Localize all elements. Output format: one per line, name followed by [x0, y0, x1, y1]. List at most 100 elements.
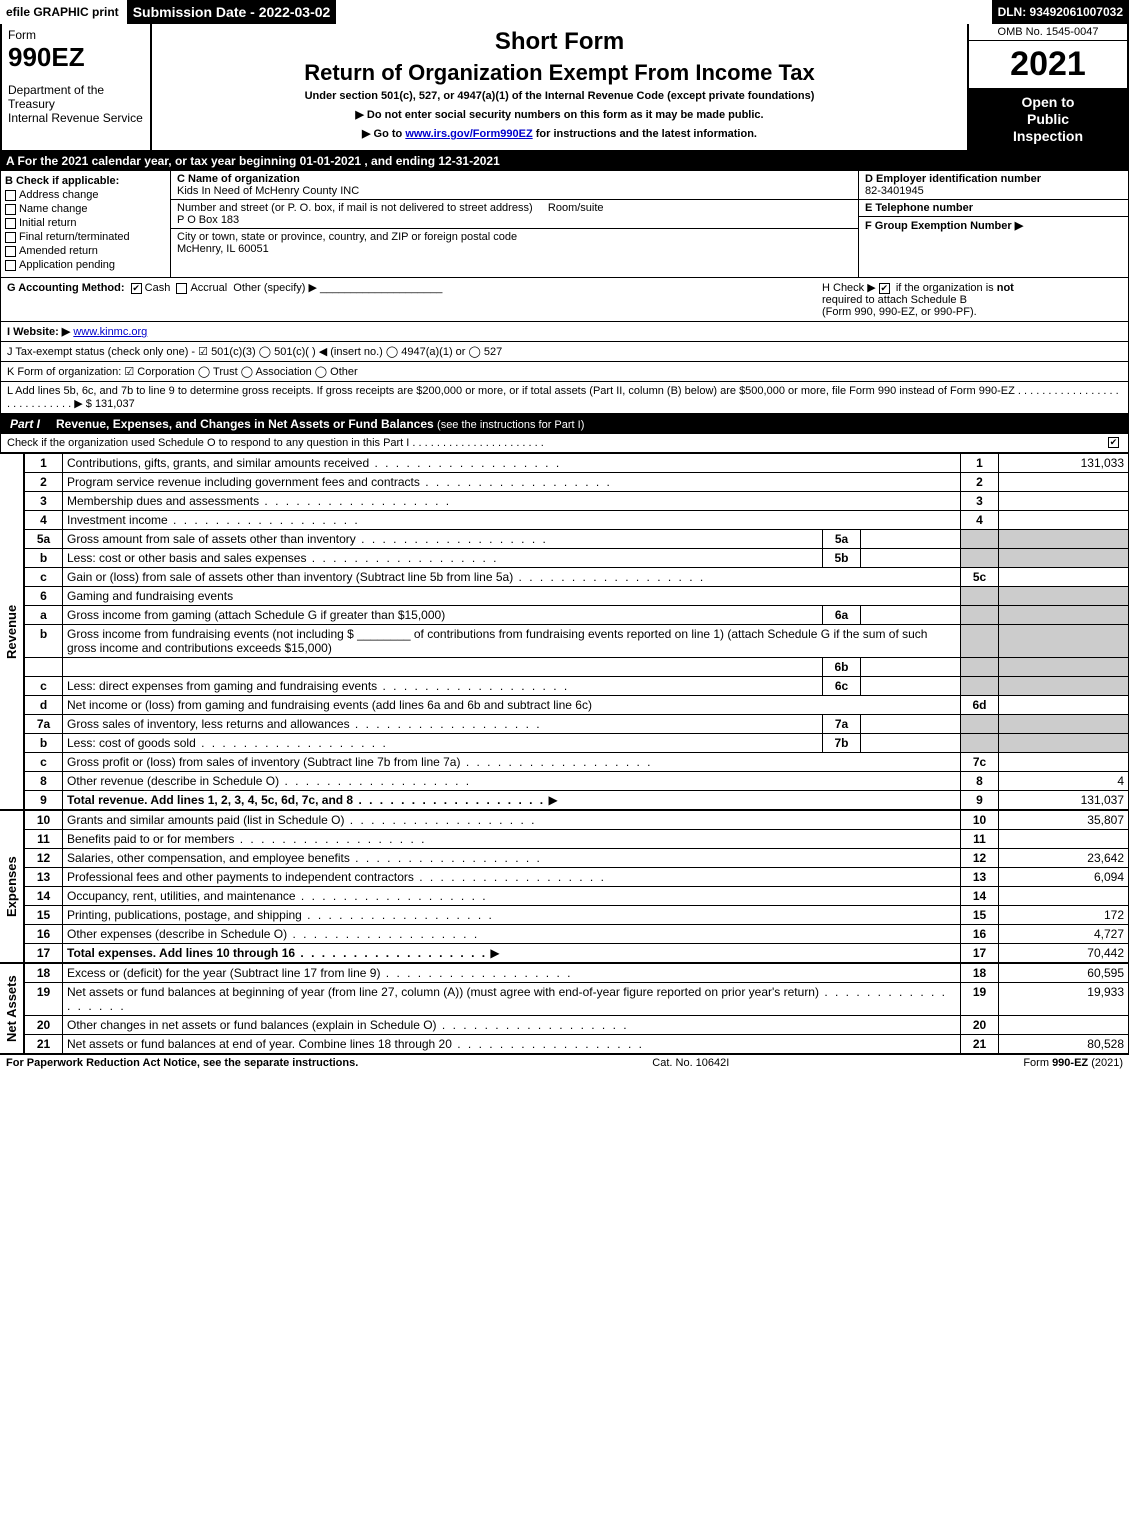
- chk-application-pending[interactable]: Application pending: [5, 259, 166, 271]
- rev-row-6: 6Gaming and fundraising events: [25, 587, 1129, 606]
- rev-row-6b: bGross income from fundraising events (n…: [25, 625, 1129, 658]
- exp-row-10: 10Grants and similar amounts paid (list …: [25, 811, 1129, 830]
- row-j: J Tax-exempt status (check only one) - ☑…: [0, 342, 1129, 362]
- g-label: G Accounting Method:: [7, 282, 125, 294]
- group-exemption-block: F Group Exemption Number ▶: [859, 217, 1128, 234]
- footer-center: Cat. No. 10642I: [652, 1057, 729, 1069]
- chk-cash[interactable]: [131, 283, 142, 294]
- revenue-table: 1Contributions, gifts, grants, and simil…: [24, 453, 1129, 810]
- header-left: Form 990EZ Department of the Treasury In…: [2, 24, 152, 150]
- org-name-block: C Name of organization Kids In Need of M…: [171, 171, 858, 200]
- c-label: C Name of organization: [177, 173, 300, 185]
- section-b-title: B Check if applicable:: [5, 175, 166, 187]
- rev-row-7c: cGross profit or (loss) from sales of in…: [25, 753, 1129, 772]
- phone-block: E Telephone number: [859, 200, 1128, 217]
- footer: For Paperwork Reduction Act Notice, see …: [0, 1054, 1129, 1071]
- exp-row-11: 11Benefits paid to or for members11: [25, 830, 1129, 849]
- footer-left: For Paperwork Reduction Act Notice, see …: [6, 1057, 358, 1069]
- dln-label: DLN: 93492061007032: [992, 0, 1129, 24]
- submission-date: Submission Date - 2022-03-02: [127, 0, 339, 24]
- row-l: L Add lines 5b, 6c, and 7b to line 9 to …: [0, 382, 1129, 414]
- section-a: A For the 2021 calendar year, or tax yea…: [0, 152, 1129, 170]
- form-header: Form 990EZ Department of the Treasury In…: [0, 24, 1129, 152]
- city-value: McHenry, IL 60051: [177, 243, 269, 255]
- l-amount: 131,037: [95, 398, 135, 410]
- exp-row-13: 13Professional fees and other payments t…: [25, 868, 1129, 887]
- city-block: City or town, state or province, country…: [171, 229, 858, 257]
- rev-row-3: 3Membership dues and assessments3: [25, 492, 1129, 511]
- chk-name-change[interactable]: Name change: [5, 203, 166, 215]
- chk-accrual[interactable]: [176, 283, 187, 294]
- exp-row-14: 14Occupancy, rent, utilities, and mainte…: [25, 887, 1129, 906]
- section-h: H Check ▶ if the organization is not req…: [822, 281, 1122, 318]
- part-i-checkline: Check if the organization used Schedule …: [0, 434, 1129, 453]
- chk-address-change[interactable]: Address change: [5, 189, 166, 201]
- tax-year: 2021: [969, 41, 1127, 88]
- form-word: Form: [8, 28, 144, 42]
- main-title: Return of Organization Exempt From Incom…: [160, 60, 959, 86]
- irs-link[interactable]: www.irs.gov/Form990EZ: [405, 128, 532, 140]
- chk-schedule-b[interactable]: [879, 283, 890, 294]
- rev-row-7a: 7aGross sales of inventory, less returns…: [25, 715, 1129, 734]
- net-row-21: 21Net assets or fund balances at end of …: [25, 1035, 1129, 1054]
- revenue-section: Revenue 1Contributions, gifts, grants, a…: [0, 453, 1129, 810]
- exp-row-16: 16Other expenses (describe in Schedule O…: [25, 925, 1129, 944]
- addr-value: P O Box 183: [177, 214, 239, 226]
- chk-initial-return[interactable]: Initial return: [5, 217, 166, 229]
- dept-line-1: Department of the Treasury: [8, 83, 144, 111]
- addr-label: Number and street (or P. O. box, if mail…: [177, 202, 533, 214]
- rev-row-5c: cGain or (loss) from sale of assets othe…: [25, 568, 1129, 587]
- net-row-19: 19Net assets or fund balances at beginni…: [25, 983, 1129, 1016]
- rev-row-7b: bLess: cost of goods sold7b: [25, 734, 1129, 753]
- row-g-h: G Accounting Method: Cash Accrual Other …: [0, 278, 1129, 322]
- note-ssn: ▶ Do not enter social security numbers o…: [160, 108, 959, 121]
- section-de: D Employer identification number 82-3401…: [858, 171, 1128, 277]
- note2-post: for instructions and the latest informat…: [533, 128, 757, 140]
- rev-row-9: 9Total revenue. Add lines 1, 2, 3, 4, 5c…: [25, 791, 1129, 810]
- short-form-title: Short Form: [160, 28, 959, 56]
- row-k: K Form of organization: ☑ Corporation ◯ …: [0, 362, 1129, 382]
- rev-row-5a: 5aGross amount from sale of assets other…: [25, 530, 1129, 549]
- footer-right: Form 990-EZ (2021): [1023, 1057, 1123, 1069]
- l-text: L Add lines 5b, 6c, and 7b to line 9 to …: [7, 385, 1119, 410]
- omb-number: OMB No. 1545-0047: [969, 24, 1127, 41]
- side-net-assets: Net Assets: [0, 963, 24, 1054]
- efile-label: efile GRAPHIC print: [0, 0, 127, 24]
- exp-row-17: 17Total expenses. Add lines 10 through 1…: [25, 944, 1129, 963]
- row-i: I Website: ▶ www.kinmc.org: [0, 322, 1129, 342]
- section-b: B Check if applicable: Address change Na…: [1, 171, 171, 277]
- dept-line-2: Internal Revenue Service: [8, 111, 144, 125]
- org-name: Kids In Need of McHenry County INC: [177, 185, 359, 197]
- chk-final-return[interactable]: Final return/terminated: [5, 231, 166, 243]
- f-label: F Group Exemption Number ▶: [865, 219, 1122, 232]
- rev-row-5b: bLess: cost or other basis and sales exp…: [25, 549, 1129, 568]
- section-g: G Accounting Method: Cash Accrual Other …: [7, 281, 442, 294]
- info-grid: B Check if applicable: Address change Na…: [0, 170, 1129, 278]
- rev-row-8: 8Other revenue (describe in Schedule O)8…: [25, 772, 1129, 791]
- note2-pre: ▶ Go to: [362, 128, 405, 140]
- chk-amended-return[interactable]: Amended return: [5, 245, 166, 257]
- subtitle: Under section 501(c), 527, or 4947(a)(1)…: [160, 90, 959, 102]
- website-link[interactable]: www.kinmc.org: [73, 326, 147, 338]
- part-i-tab: Part I: [0, 414, 50, 434]
- rev-row-6c: cLess: direct expenses from gaming and f…: [25, 677, 1129, 696]
- part-i-header: Part I Revenue, Expenses, and Changes in…: [0, 414, 1129, 434]
- topbar-spacer: [338, 0, 991, 24]
- net-row-18: 18Excess or (deficit) for the year (Subt…: [25, 964, 1129, 983]
- rev-row-6a: aGross income from gaming (attach Schedu…: [25, 606, 1129, 625]
- chk-schedule-o[interactable]: [1108, 437, 1119, 448]
- e-label: E Telephone number: [865, 202, 1122, 214]
- exp-row-15: 15Printing, publications, postage, and s…: [25, 906, 1129, 925]
- rev-row-1: 1Contributions, gifts, grants, and simil…: [25, 454, 1129, 473]
- top-bar: efile GRAPHIC print Submission Date - 20…: [0, 0, 1129, 24]
- rev-row-2: 2Program service revenue including gover…: [25, 473, 1129, 492]
- rev-row-6b-mid: 6b: [25, 658, 1129, 677]
- city-label: City or town, state or province, country…: [177, 231, 517, 243]
- d-label: D Employer identification number: [865, 173, 1122, 185]
- note-link: ▶ Go to www.irs.gov/Form990EZ for instru…: [160, 127, 959, 140]
- inspection-badge: Open to Public Inspection: [969, 88, 1127, 150]
- exp-row-12: 12Salaries, other compensation, and empl…: [25, 849, 1129, 868]
- expenses-section: Expenses 10Grants and similar amounts pa…: [0, 810, 1129, 963]
- side-revenue: Revenue: [0, 453, 24, 810]
- i-label: I Website: ▶: [7, 326, 70, 338]
